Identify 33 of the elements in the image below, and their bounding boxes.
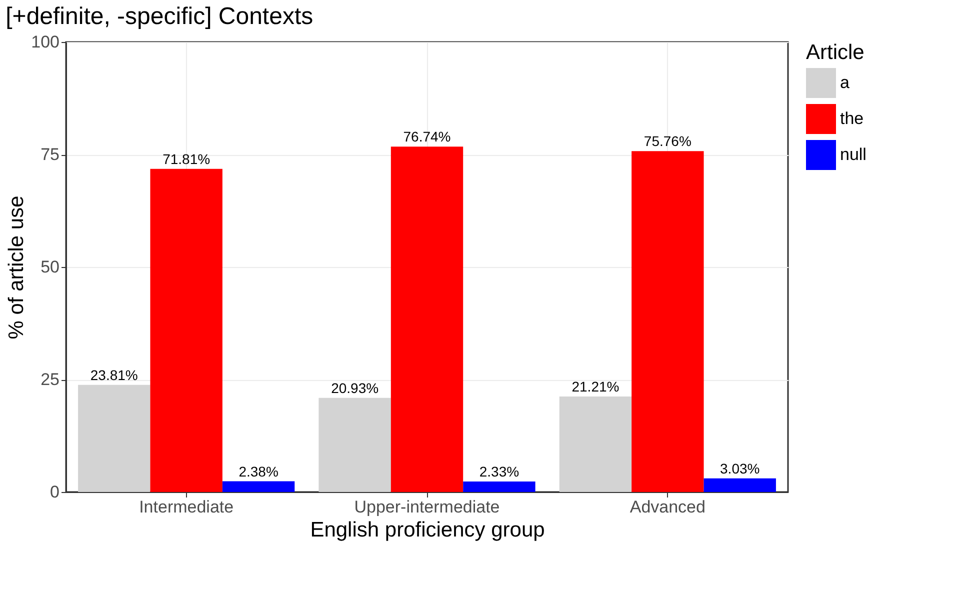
- y-tick-label: 25: [40, 370, 60, 389]
- bar: [704, 478, 776, 492]
- y-tick-label: 100: [31, 32, 60, 52]
- bar: [559, 396, 632, 492]
- legend-label: a: [840, 73, 850, 92]
- y-tick-label: 50: [40, 258, 60, 276]
- y-tick-label: 0: [50, 482, 60, 502]
- data-label: 23.81%: [90, 366, 138, 383]
- bar: [463, 482, 536, 492]
- y-tick-label: 75: [40, 145, 60, 164]
- data-label: 76.74%: [403, 128, 451, 145]
- data-label: 20.93%: [331, 380, 379, 396]
- data-label: 21.21%: [572, 378, 620, 395]
- y-axis-title: % of article use: [5, 196, 28, 340]
- data-label: 71.81%: [162, 150, 210, 167]
- x-tick-label: Advanced: [630, 498, 706, 516]
- data-label: 75.76%: [644, 133, 692, 150]
- data-label: 2.38%: [238, 463, 278, 480]
- x-tick-label: Intermediate: [139, 498, 234, 516]
- bar: [318, 398, 391, 492]
- data-label: 2.33%: [479, 464, 520, 480]
- x-axis-title: English proficiency group: [310, 518, 545, 542]
- bar: [222, 481, 295, 492]
- bar: [78, 384, 150, 492]
- chart-title: [+definite, -specific] Contexts: [6, 3, 314, 30]
- legend-title: Article: [806, 41, 864, 64]
- x-tick-label: Upper-intermediate: [354, 498, 500, 516]
- legend-label: the: [840, 109, 864, 128]
- data-label: 3.03%: [720, 460, 760, 476]
- bar: [150, 168, 222, 492]
- legend-label: null: [840, 145, 866, 164]
- bar: [390, 146, 464, 492]
- bar: [632, 151, 704, 492]
